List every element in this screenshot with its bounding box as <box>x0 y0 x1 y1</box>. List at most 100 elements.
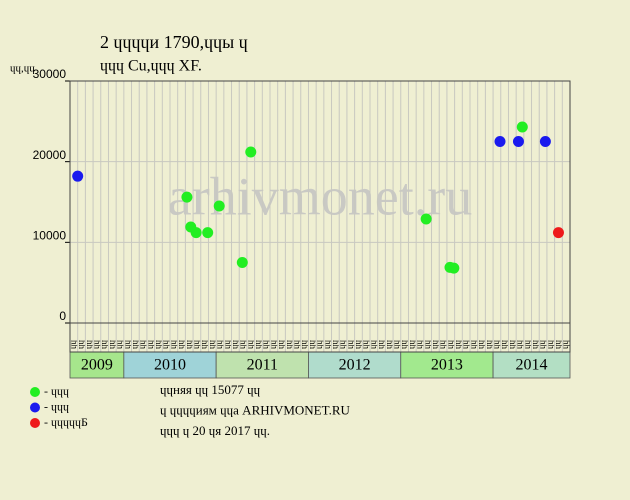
point <box>245 146 257 158</box>
legend-label: - ɥɥɥɥɥБ <box>44 415 88 429</box>
x-tick-label: ɥɥ <box>83 340 93 350</box>
x-tick-label: ɥɥ <box>506 340 516 350</box>
year-label: 2011 <box>247 357 278 374</box>
point <box>512 136 524 147</box>
x-tick-label: ɥɥ <box>299 340 309 350</box>
x-tick-label: ɥɥ <box>422 340 432 350</box>
x-tick-label: ɥɥ <box>153 340 163 350</box>
point <box>72 170 84 182</box>
x-tick-label: ɥɥ <box>406 340 416 350</box>
x-tick-label: ɥɥ <box>106 340 116 350</box>
year-label: 2013 <box>431 357 463 374</box>
point <box>552 227 564 239</box>
x-tick-label: ɥɥ <box>514 340 524 350</box>
legend-label: - ɥɥɥ <box>44 399 69 413</box>
x-tick-label: ɥɥ <box>191 340 201 350</box>
point <box>213 200 225 212</box>
x-tick-label: ɥɥ <box>376 340 386 350</box>
x-tick-label: ɥɥ <box>76 340 86 350</box>
x-tick-label: ɥɥ <box>176 340 186 350</box>
legend-marker <box>30 402 40 413</box>
x-tick-label: ɥɥ <box>268 340 278 350</box>
x-tick-label: ɥɥ <box>437 340 447 350</box>
x-tick-label: ɥɥ <box>122 340 132 350</box>
x-tick-label: ɥɥ <box>322 340 332 350</box>
x-tick-label: ɥɥ <box>453 340 463 350</box>
x-tick-label: ɥɥ <box>491 340 501 350</box>
x-tick-label: ɥɥ <box>145 340 155 350</box>
x-tick-label: ɥɥ <box>306 340 316 350</box>
chart-subtitle: ɥɥɥ Cu,ɥɥɥ XF. <box>100 58 202 75</box>
x-tick-label: ɥɥ <box>183 340 193 350</box>
x-tick-label: ɥɥ <box>353 340 363 350</box>
footnote: ɥɥняя ɥɥ 15077 ɥɥ <box>160 382 261 397</box>
chart-title: 2 ɥɥɥɥи 1790,ɥɥы ɥ <box>100 32 248 52</box>
plot-frame <box>69 80 571 353</box>
x-tick-label: ɥɥ <box>129 340 139 350</box>
year-band <box>492 351 571 379</box>
x-tick-label: ɥɥ <box>291 340 301 350</box>
point <box>494 136 506 147</box>
x-tick-label: ɥɥ <box>276 340 286 350</box>
x-tick-label: ɥɥ <box>368 340 378 350</box>
y-tick-label: 30000 <box>33 67 67 81</box>
x-tick-label: ɥɥ <box>214 340 224 350</box>
x-tick-label: ɥɥ <box>137 340 147 350</box>
footnote: ɥ ɥɥɥɥиям ɥɥа ARHIVMONET.RU <box>160 402 351 417</box>
legend-label: - ɥɥɥ <box>44 384 69 398</box>
y-tick-label: 0 <box>59 309 66 323</box>
point <box>516 121 528 133</box>
point <box>539 136 551 147</box>
point <box>202 227 214 239</box>
x-tick-label: ɥɥ <box>414 340 424 350</box>
year-band <box>308 351 402 379</box>
x-tick-label: ɥɥ <box>114 340 124 350</box>
x-tick-label: ɥɥ <box>91 340 101 350</box>
point <box>448 262 460 274</box>
x-tick-label: ɥɥ <box>68 340 78 350</box>
x-tick-label: ɥɥ <box>460 340 470 350</box>
y-tick-label: 20000 <box>33 148 67 162</box>
x-tick-label: ɥɥ <box>206 340 216 350</box>
point <box>181 191 193 203</box>
x-tick-label: ɥɥ <box>314 340 324 350</box>
x-tick-label: ɥɥ <box>553 340 563 350</box>
x-tick-label: ɥɥ <box>160 340 170 350</box>
x-tick-label: ɥɥ <box>245 340 255 350</box>
point <box>420 213 432 225</box>
x-tick-label: ɥɥ <box>537 340 547 350</box>
point <box>236 257 248 268</box>
x-tick-label: ɥɥ <box>522 340 532 350</box>
x-tick-label: ɥɥ <box>483 340 493 350</box>
x-tick-label: ɥɥ <box>360 340 370 350</box>
x-tick-label: ɥɥ <box>329 340 339 350</box>
x-tick-label: ɥɥ <box>399 340 409 350</box>
x-tick-label: ɥɥ <box>222 340 232 350</box>
year-label: 2010 <box>154 357 186 374</box>
x-tick-label: ɥɥ <box>545 340 555 350</box>
x-tick-label: ɥɥ <box>383 340 393 350</box>
x-tick-label: ɥɥ <box>283 340 293 350</box>
x-tick-label: ɥɥ <box>199 340 209 350</box>
x-tick-label: ɥɥ <box>260 340 270 350</box>
year-label: 2014 <box>516 357 548 374</box>
x-tick-label: ɥɥ <box>345 340 355 350</box>
x-tick-label: ɥɥ <box>476 340 486 350</box>
x-tick-label: ɥɥ <box>499 340 509 350</box>
x-tick-label: ɥɥ <box>99 340 109 350</box>
y-axis-label: ɥɥ,ɥɥ <box>10 63 35 75</box>
x-tick-label: ɥɥ <box>229 340 239 350</box>
legend-marker <box>30 418 40 428</box>
x-tick-label: ɥɥ <box>529 340 539 350</box>
point <box>190 227 202 239</box>
x-tick-label: ɥɥ <box>445 340 455 350</box>
year-band <box>215 351 309 379</box>
x-tick-label: ɥɥ <box>253 340 263 350</box>
x-tick-label: ɥɥ <box>337 340 347 350</box>
x-tick-label: ɥɥ <box>429 340 439 350</box>
year-label: 2009 <box>81 357 113 374</box>
year-label: 2012 <box>339 357 371 374</box>
x-tick-label: ɥɥ <box>168 340 178 350</box>
y-tick-label: 10000 <box>33 229 67 243</box>
